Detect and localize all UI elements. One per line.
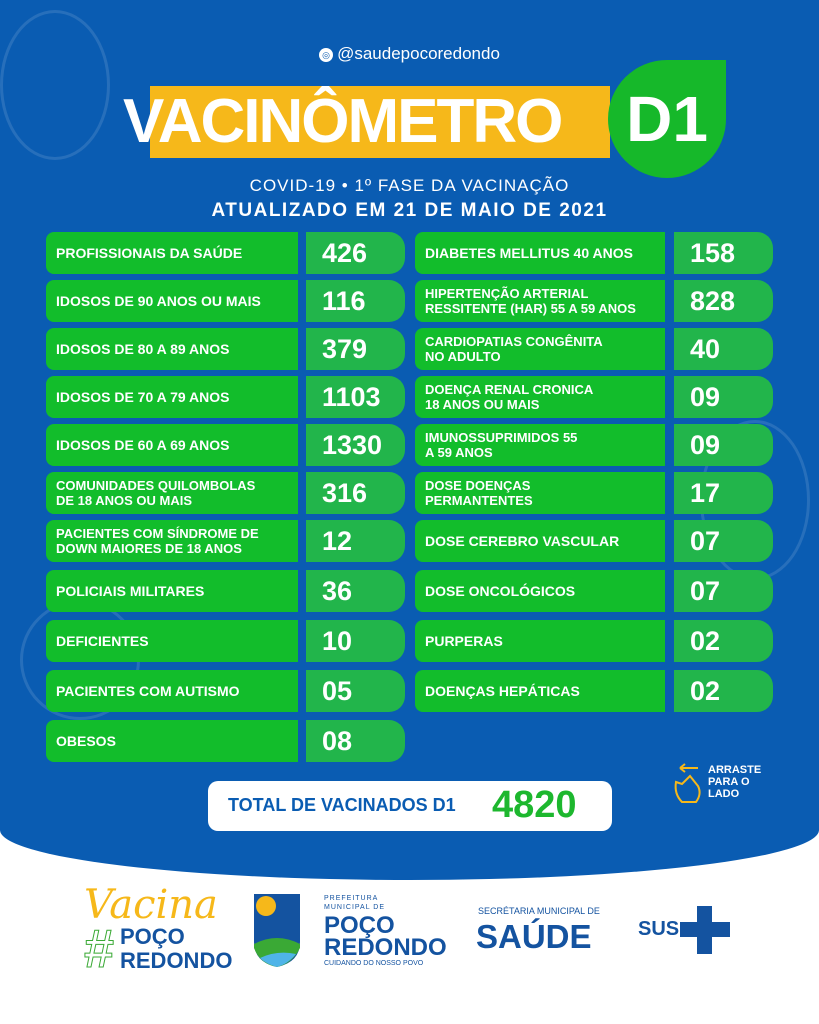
stat-value: 09 bbox=[674, 376, 773, 418]
coat-of-arms-icon bbox=[254, 894, 300, 967]
title-bar bbox=[150, 86, 610, 158]
stat-label: IDOSOS DE 60 A 69 ANOS bbox=[46, 424, 298, 466]
stat-value: 17 bbox=[674, 472, 773, 514]
logo-hashtag: # bbox=[83, 919, 115, 980]
stat-row: COMUNIDADES QUILOMBOLAS DE 18 ANOS OU MA… bbox=[46, 472, 405, 514]
swipe-hand-icon bbox=[674, 763, 701, 803]
stat-value: 07 bbox=[674, 570, 773, 612]
stat-label: IDOSOS DE 80 A 89 ANOS bbox=[46, 328, 298, 370]
stat-label: DOSE DOENÇAS PERMANTENTES bbox=[415, 472, 665, 514]
stat-row: IDOSOS DE 60 A 69 ANOS 1330 bbox=[46, 424, 405, 466]
stat-value: 1103 bbox=[306, 376, 405, 418]
instagram-handle: ◎ @saudepocoredondo bbox=[0, 44, 819, 64]
stat-row: DOENÇA RENAL CRONICA 18 ANOS OU MAIS 09 bbox=[415, 376, 773, 418]
secretaria-main: SAÚDE bbox=[476, 918, 592, 955]
stat-value: 426 bbox=[306, 232, 405, 274]
page-title: VACINÔMETRO bbox=[123, 87, 563, 156]
stat-row: IDOSOS DE 90 ANOS OU MAIS 116 bbox=[46, 280, 405, 322]
sus-cross-icon bbox=[680, 906, 730, 954]
sus-logo: SUS bbox=[638, 906, 730, 956]
stat-label: HIPERTENÇÃO ARTERIAL RESSITENTE (HAR) 55… bbox=[415, 280, 665, 322]
logo-line1: POÇO bbox=[120, 924, 185, 949]
swipe-hint: ARRASTE PARA O LADO bbox=[670, 760, 780, 810]
stat-label: OBESOS bbox=[46, 720, 298, 762]
stat-label: PROFISSIONAIS DA SAÚDE bbox=[46, 232, 298, 274]
stat-row: OBESOS 08 bbox=[46, 720, 405, 762]
stat-label: CARDIOPATIAS CONGÊNITA NO ADULTO bbox=[415, 328, 665, 370]
stat-value: 379 bbox=[306, 328, 405, 370]
stat-value: 116 bbox=[306, 280, 405, 322]
stat-label: POLICIAIS MILITARES bbox=[46, 570, 298, 612]
updated-date: ATUALIZADO EM 21 DE MAIO DE 2021 bbox=[211, 200, 608, 221]
stat-label: DIABETES MELLITUS 40 ANOS bbox=[415, 232, 665, 274]
stat-label: DOENÇA RENAL CRONICA 18 ANOS OU MAIS bbox=[415, 376, 665, 418]
stat-value: 10 bbox=[306, 620, 405, 662]
stat-row: PACIENTES COM SÍNDROME DE DOWN MAIORES D… bbox=[46, 520, 405, 562]
total-value: 4820 bbox=[492, 784, 577, 826]
prefeitura-line1: POÇO bbox=[324, 912, 395, 939]
stat-row: CARDIOPATIAS CONGÊNITA NO ADULTO 40 bbox=[415, 328, 773, 370]
stat-row: POLICIAIS MILITARES 36 bbox=[46, 570, 405, 612]
stat-value: 158 bbox=[674, 232, 773, 274]
stat-label: DEFICIENTES bbox=[46, 620, 298, 662]
stat-value: 316 bbox=[306, 472, 405, 514]
prefeitura-tagline: CUIDANDO DO NOSSO POVO bbox=[324, 960, 424, 967]
virus-decoration bbox=[0, 10, 110, 160]
secretaria-top: SECRÉTARIA MUNICIPAL DE bbox=[478, 906, 600, 916]
stat-row: DOSE ONCOLÓGICOS 07 bbox=[415, 570, 773, 612]
stat-row: IDOSOS DE 70 A 79 ANOS 1103 bbox=[46, 376, 405, 418]
prefeitura-top: PREFEITURA MUNICIPAL DE bbox=[324, 895, 386, 911]
stat-label: DOSE CEREBRO VASCULAR bbox=[415, 520, 665, 562]
swipe-text: ARRASTE PARA O LADO bbox=[708, 764, 762, 800]
prefeitura-line2: REDONDO bbox=[324, 934, 447, 961]
sus-text: SUS bbox=[638, 918, 680, 940]
stat-row: IDOSOS DE 80 A 89 ANOS 379 bbox=[46, 328, 405, 370]
stat-value: 02 bbox=[674, 620, 773, 662]
stat-row: PURPERAS 02 bbox=[415, 620, 773, 662]
stat-label: IMUNOSSUPRIMIDOS 55 A 59 ANOS bbox=[415, 424, 665, 466]
subtitle: COVID-19 • 1º FASE DA VACINAÇÃO bbox=[249, 176, 570, 195]
stat-value: 09 bbox=[674, 424, 773, 466]
stat-value: 07 bbox=[674, 520, 773, 562]
dose-badge: D1 bbox=[608, 60, 726, 178]
stat-row: DOENÇAS HEPÁTICAS 02 bbox=[415, 670, 773, 712]
total-label: TOTAL DE VACINADOS D1 bbox=[228, 795, 456, 815]
stat-value: 1330 bbox=[306, 424, 405, 466]
stat-value: 12 bbox=[306, 520, 405, 562]
stat-value: 02 bbox=[674, 670, 773, 712]
stat-label: DOENÇAS HEPÁTICAS bbox=[415, 670, 665, 712]
total-box: TOTAL DE VACINADOS D1 4820 bbox=[208, 781, 612, 831]
instagram-icon: ◎ bbox=[319, 48, 334, 62]
stat-row: IMUNOSSUPRIMIDOS 55 A 59 ANOS 09 bbox=[415, 424, 773, 466]
stat-value: 36 bbox=[306, 570, 405, 612]
stat-label: PACIENTES COM SÍNDROME DE DOWN MAIORES D… bbox=[46, 520, 298, 562]
stat-value: 08 bbox=[306, 720, 405, 762]
stat-row: DOSE CEREBRO VASCULAR 07 bbox=[415, 520, 773, 562]
stat-label: PURPERAS bbox=[415, 620, 665, 662]
stat-row: DEFICIENTES 10 bbox=[46, 620, 405, 662]
stat-label: PACIENTES COM AUTISMO bbox=[46, 670, 298, 712]
logo-line2: REDONDO bbox=[120, 948, 233, 973]
stat-label: COMUNIDADES QUILOMBOLAS DE 18 ANOS OU MA… bbox=[46, 472, 298, 514]
stat-row: HIPERTENÇÃO ARTERIAL RESSITENTE (HAR) 55… bbox=[415, 280, 773, 322]
prefeitura-logo: PREFEITURA MUNICIPAL DE POÇO REDONDO CUI… bbox=[252, 892, 452, 972]
stat-value: 05 bbox=[306, 670, 405, 712]
handle-text: @saudepocoredondo bbox=[337, 44, 500, 63]
stat-value: 40 bbox=[674, 328, 773, 370]
logo-script: Vacina bbox=[84, 882, 218, 928]
vacina-poco-redondo-logo: Vacina # POÇO REDONDO bbox=[83, 882, 234, 980]
stat-row: PACIENTES COM AUTISMO 05 bbox=[46, 670, 405, 712]
stat-label: IDOSOS DE 90 ANOS OU MAIS bbox=[46, 280, 298, 322]
stat-label: IDOSOS DE 70 A 79 ANOS bbox=[46, 376, 298, 418]
stat-row: DOSE DOENÇAS PERMANTENTES 17 bbox=[415, 472, 773, 514]
stat-label: DOSE ONCOLÓGICOS bbox=[415, 570, 665, 612]
stat-row: DIABETES MELLITUS 40 ANOS 158 bbox=[415, 232, 773, 274]
stat-value: 828 bbox=[674, 280, 773, 322]
secretaria-logo: SECRÉTARIA MUNICIPAL DE SAÚDE bbox=[476, 906, 616, 956]
stat-row: PROFISSIONAIS DA SAÚDE 426 bbox=[46, 232, 405, 274]
